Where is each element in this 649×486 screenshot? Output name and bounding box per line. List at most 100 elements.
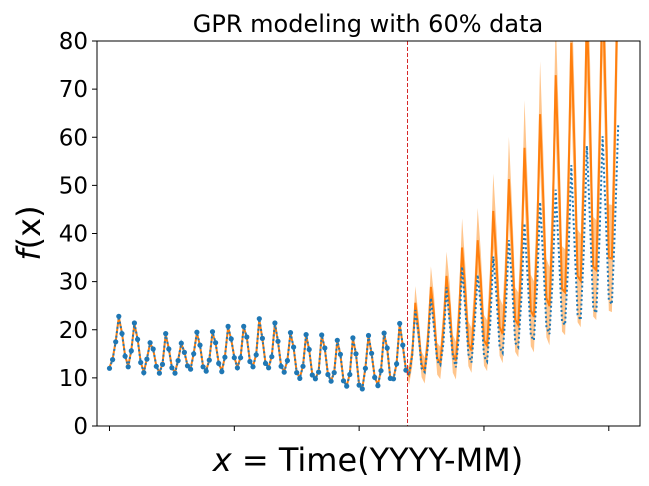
- observed-point: [269, 354, 275, 360]
- observed-point: [241, 323, 247, 329]
- observed-point: [375, 383, 381, 389]
- y-tick-label: 60: [59, 125, 88, 151]
- observed-point: [113, 339, 119, 345]
- observed-point: [394, 361, 400, 367]
- observed-point: [275, 338, 281, 344]
- observed-point: [206, 357, 212, 363]
- x-axis-label-var: x: [212, 441, 233, 479]
- observed-point: [138, 359, 144, 366]
- observed-point: [328, 378, 334, 384]
- observed-point: [209, 329, 216, 335]
- y-tick-label: 20: [59, 318, 88, 344]
- observed-point: [309, 372, 315, 378]
- observed-point: [213, 340, 219, 346]
- chart-title: GPR modeling with 60% data: [193, 10, 543, 38]
- observed-point: [294, 370, 300, 376]
- observed-point: [291, 344, 297, 350]
- y-tick-label: 10: [59, 366, 88, 392]
- observed-point: [110, 357, 116, 363]
- x-axis-label: x = Time(YYYY-MM): [212, 441, 524, 479]
- observed-point: [159, 361, 166, 367]
- observed-point: [197, 342, 203, 348]
- y-tick-label: 50: [59, 173, 88, 199]
- y-tick-label: 30: [59, 270, 88, 296]
- observed-point: [147, 340, 153, 346]
- y-axis-label: f(x): [10, 205, 48, 260]
- observed-point: [172, 370, 178, 376]
- observed-point: [369, 350, 375, 356]
- observed-point: [337, 351, 343, 357]
- observed-point: [381, 330, 387, 336]
- observed-point: [384, 345, 390, 351]
- observed-point: [175, 358, 181, 364]
- observed-point: [163, 331, 169, 337]
- y-tick-label: 0: [73, 414, 88, 440]
- observed-point: [300, 363, 306, 369]
- observed-point: [306, 346, 312, 353]
- observed-point: [203, 368, 209, 374]
- observed-point: [353, 351, 359, 357]
- observed-point: [378, 368, 384, 374]
- observed-point: [238, 355, 244, 361]
- observed-point: [128, 348, 134, 354]
- observed-point: [191, 351, 197, 357]
- observed-point: [131, 320, 137, 326]
- observed-point: [231, 355, 237, 361]
- observed-point: [250, 364, 256, 370]
- observed-point: [119, 331, 125, 337]
- observed-point: [247, 358, 253, 365]
- observed-point: [184, 363, 191, 369]
- observed-point: [281, 369, 287, 375]
- observed-point: [312, 376, 318, 382]
- observed-point: [262, 360, 269, 366]
- observed-point: [150, 346, 156, 352]
- observed-point: [359, 386, 365, 392]
- x-axis-label-rest: = Time(YYYY-MM): [232, 441, 524, 479]
- observed-point: [244, 334, 250, 340]
- observed-point: [259, 335, 265, 341]
- observed-point: [122, 353, 128, 359]
- observed-point: [234, 365, 240, 371]
- observed-point: [334, 337, 340, 343]
- observed-point: [397, 320, 403, 327]
- observed-point: [266, 365, 272, 371]
- observed-point: [400, 342, 406, 348]
- observed-point: [365, 332, 372, 339]
- observed-point: [125, 364, 131, 370]
- observed-line: [108, 125, 620, 392]
- observed-point: [228, 336, 234, 342]
- observed-point: [116, 313, 122, 319]
- observed-point: [216, 360, 222, 366]
- observed-point: [372, 374, 378, 380]
- observed-point: [178, 340, 184, 346]
- observed-point: [344, 383, 350, 389]
- y-tick-label: 80: [59, 29, 88, 55]
- y-axis-label-paren: (x): [10, 205, 48, 249]
- observed-point: [166, 346, 172, 352]
- observed-point: [144, 356, 150, 362]
- observed-point: [287, 330, 294, 336]
- observed-point: [181, 349, 187, 355]
- observed-point: [256, 316, 262, 322]
- observed-point: [297, 375, 303, 381]
- observed-point: [316, 369, 322, 375]
- observed-point: [284, 358, 290, 364]
- prediction-line: [108, 41, 618, 391]
- observed-point: [219, 369, 225, 375]
- observed-point: [272, 320, 278, 326]
- observed-point: [331, 370, 337, 376]
- observed-point: [135, 336, 141, 342]
- observed-point: [356, 382, 362, 388]
- observed-point: [325, 371, 331, 378]
- observed-point: [194, 329, 200, 335]
- observed-point: [303, 332, 309, 338]
- observed-point: [222, 354, 228, 360]
- observed-point: [340, 378, 347, 384]
- observed-point: [156, 370, 162, 376]
- observed-point: [106, 365, 113, 371]
- observed-point: [319, 332, 325, 338]
- observed-point: [362, 365, 368, 371]
- observed-point: [253, 352, 259, 358]
- observed-point: [225, 323, 231, 329]
